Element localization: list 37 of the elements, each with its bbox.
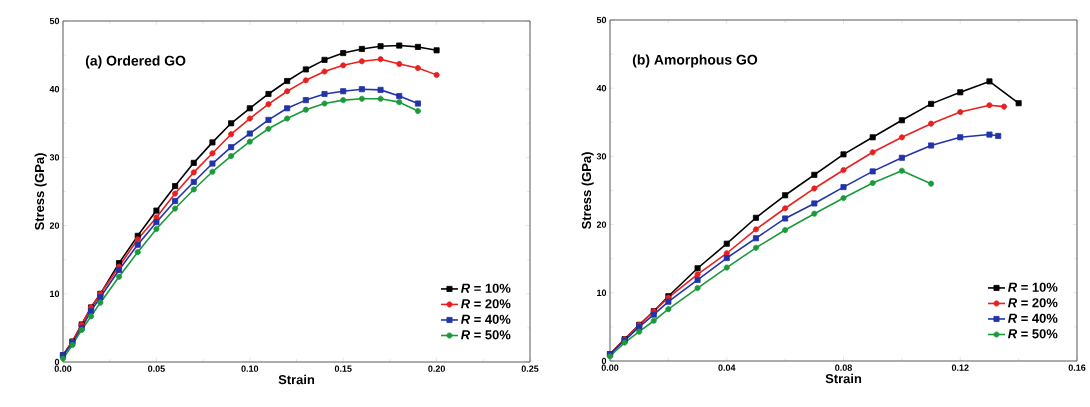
x-tick-label: 0.04 — [718, 364, 736, 371]
legend-label: R = 10% — [1008, 282, 1058, 292]
x-tick-label: 0.16 — [1068, 364, 1086, 371]
x-tick-label: 0.00 — [54, 365, 72, 372]
y-tick-label: 20 — [596, 221, 607, 228]
x-tick-label: 0.10 — [241, 365, 259, 372]
text: (a) Ordered GO — [85, 55, 186, 69]
legend-label: R = 40% — [1008, 313, 1058, 323]
x-axis-title: Strain — [825, 373, 862, 384]
y-tick-label: 40 — [596, 85, 607, 92]
x-tick-label: 0.15 — [334, 365, 352, 372]
legend-label: R = 50% — [1008, 329, 1058, 339]
legend-label: R = 10% — [461, 283, 511, 293]
legend-label: R = 40% — [461, 314, 511, 324]
y-tick-label: 40 — [49, 86, 60, 93]
y-axis-title: Stress (GPa) — [34, 153, 47, 230]
y-tick-label: 0 — [601, 357, 607, 365]
legend-label: R = 20% — [1008, 298, 1058, 308]
y-axis-title: Stress (GPa) — [581, 152, 594, 229]
y-tick-label: 50 — [596, 16, 607, 24]
x-tick-label: 0.05 — [148, 365, 165, 372]
y-tick-label: 10 — [597, 289, 607, 296]
x-tick-label: 0.00 — [601, 364, 619, 371]
y-tick-label: 10 — [50, 290, 60, 297]
x-tick-label: 0.08 — [835, 364, 852, 371]
y-tick-label: 50 — [49, 17, 60, 25]
x-tick-label: 0.25 — [521, 365, 539, 372]
y-tick-label: 30 — [49, 154, 60, 161]
legend-label: R = 50% — [461, 330, 511, 340]
y-tick-label: 30 — [596, 153, 607, 160]
x-tick-label: 0.12 — [951, 364, 969, 371]
x-axis-title: Strain — [278, 374, 315, 385]
y-tick-label: 20 — [49, 222, 60, 229]
y-tick-label: 0 — [54, 358, 60, 366]
text: (b) Amorphous GO — [632, 54, 758, 68]
x-tick-label: 0.20 — [428, 365, 445, 372]
legend-label: R = 20% — [461, 299, 511, 309]
